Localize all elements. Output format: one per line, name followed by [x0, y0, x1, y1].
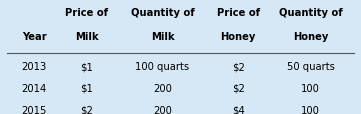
Text: 200: 200	[153, 83, 172, 93]
Text: Quantity of: Quantity of	[131, 8, 194, 18]
Text: $2: $2	[232, 83, 245, 93]
Text: 100 quarts: 100 quarts	[135, 62, 190, 71]
Text: 2013: 2013	[22, 62, 47, 71]
Text: Price of: Price of	[217, 8, 260, 18]
Text: Milk: Milk	[75, 32, 99, 42]
Text: Honey: Honey	[221, 32, 256, 42]
Text: 100: 100	[301, 83, 320, 93]
Text: $1: $1	[80, 83, 93, 93]
Text: Price of: Price of	[65, 8, 108, 18]
Text: $2: $2	[232, 62, 245, 71]
Text: 100: 100	[301, 105, 320, 114]
Text: 2015: 2015	[22, 105, 47, 114]
Text: Year: Year	[22, 32, 47, 42]
Text: $1: $1	[80, 62, 93, 71]
Text: $4: $4	[232, 105, 245, 114]
Text: Honey: Honey	[293, 32, 328, 42]
Text: Milk: Milk	[151, 32, 174, 42]
Text: 50 quarts: 50 quarts	[287, 62, 334, 71]
Text: Quantity of: Quantity of	[279, 8, 342, 18]
Text: $2: $2	[80, 105, 93, 114]
Text: 2014: 2014	[22, 83, 47, 93]
Text: 200: 200	[153, 105, 172, 114]
